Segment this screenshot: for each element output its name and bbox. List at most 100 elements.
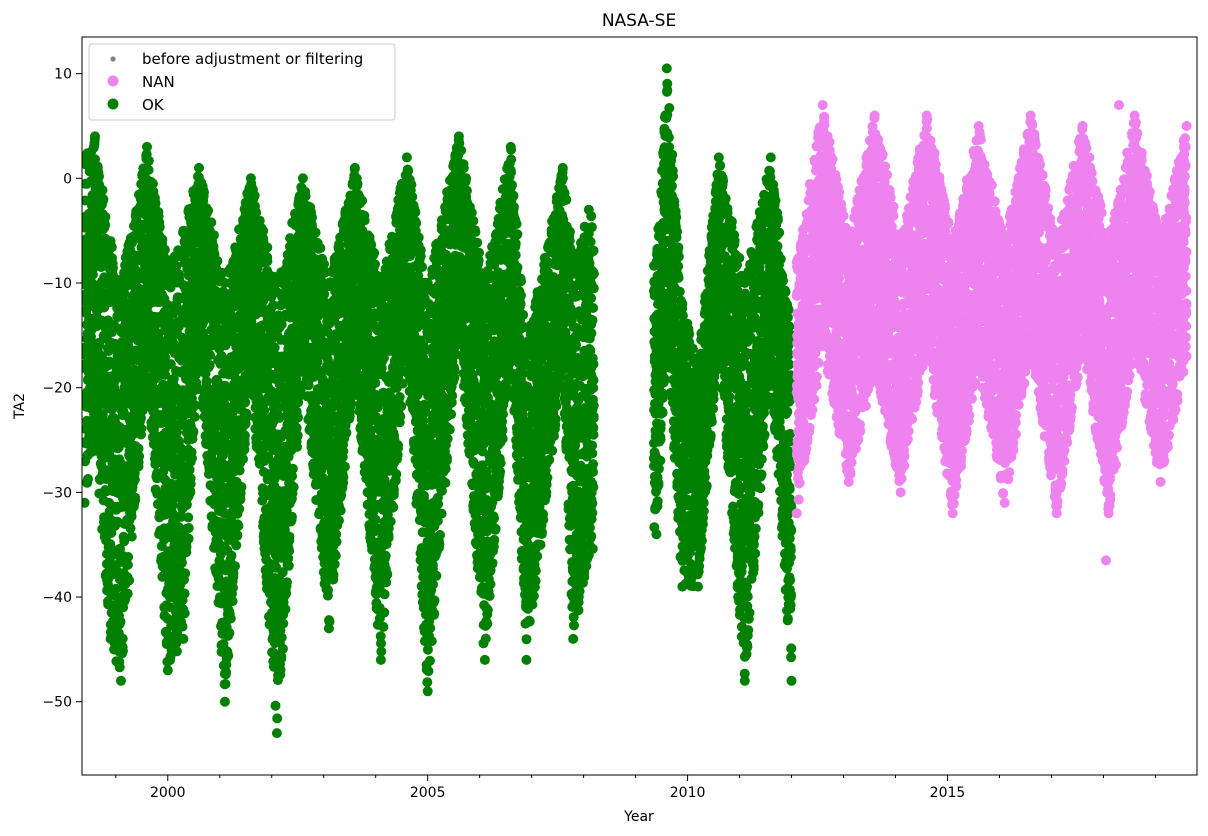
data-point bbox=[206, 217, 217, 228]
data-point bbox=[224, 628, 235, 638]
data-point bbox=[187, 453, 197, 464]
series-layer bbox=[82, 63, 1192, 739]
data-point bbox=[126, 531, 137, 542]
data-point bbox=[278, 618, 289, 629]
data-point bbox=[238, 454, 248, 464]
data-point bbox=[180, 568, 191, 579]
data-point bbox=[108, 262, 118, 273]
data-point bbox=[96, 262, 107, 272]
data-point bbox=[177, 557, 187, 568]
data-point bbox=[282, 577, 292, 588]
data-point bbox=[283, 560, 294, 571]
data-point bbox=[123, 552, 134, 562]
data-point bbox=[280, 604, 291, 615]
data-point bbox=[228, 582, 238, 593]
data-point bbox=[143, 155, 154, 166]
data-point bbox=[310, 227, 321, 238]
data-point bbox=[171, 646, 182, 657]
data-point bbox=[122, 588, 133, 599]
data-point bbox=[183, 512, 194, 523]
data-point bbox=[331, 536, 342, 547]
data-point bbox=[380, 550, 391, 561]
data-point bbox=[292, 430, 303, 441]
data-point bbox=[199, 187, 209, 198]
data-point bbox=[339, 461, 350, 472]
data-point bbox=[275, 664, 286, 675]
data-point bbox=[122, 559, 133, 570]
data-point bbox=[125, 523, 136, 534]
data-point bbox=[130, 495, 141, 506]
data-point bbox=[115, 616, 126, 627]
data-point bbox=[335, 505, 346, 516]
data-point bbox=[226, 550, 237, 561]
data-point bbox=[179, 608, 190, 619]
data-point bbox=[119, 536, 130, 547]
data-point bbox=[262, 242, 273, 253]
data-point bbox=[225, 613, 236, 624]
data-point bbox=[236, 482, 247, 492]
data-point bbox=[258, 225, 269, 236]
data-point bbox=[97, 185, 108, 196]
data-point bbox=[370, 514, 381, 525]
data-point bbox=[234, 503, 245, 514]
data-point bbox=[188, 427, 199, 437]
data-point bbox=[338, 472, 349, 483]
data-point bbox=[382, 569, 393, 580]
chart-title: NASA-SE bbox=[602, 11, 676, 31]
data-point bbox=[352, 178, 363, 189]
data-point bbox=[323, 585, 333, 596]
data-point bbox=[136, 423, 147, 434]
data-point bbox=[129, 474, 140, 485]
data-point bbox=[117, 633, 128, 644]
data-point bbox=[230, 561, 240, 572]
data-point bbox=[288, 482, 299, 493]
data-point bbox=[287, 463, 298, 474]
data-point bbox=[114, 662, 125, 673]
data-point bbox=[204, 360, 215, 370]
data-point bbox=[183, 523, 194, 533]
data-point bbox=[338, 446, 349, 457]
data-point bbox=[379, 607, 390, 618]
data-point bbox=[203, 205, 214, 216]
data-point bbox=[369, 247, 380, 258]
data-point bbox=[293, 412, 303, 423]
data-point bbox=[157, 234, 168, 245]
data-point bbox=[143, 165, 154, 175]
data-point bbox=[100, 220, 111, 230]
data-point bbox=[292, 441, 302, 452]
data-point bbox=[330, 550, 341, 561]
data-point bbox=[270, 700, 281, 711]
data-point bbox=[286, 511, 297, 522]
data-point bbox=[83, 474, 93, 484]
data-point bbox=[232, 530, 243, 541]
data-point bbox=[370, 259, 380, 270]
data-point bbox=[346, 398, 357, 409]
data-point bbox=[133, 443, 144, 454]
data-point bbox=[262, 256, 273, 267]
series-ok bbox=[82, 63, 797, 739]
data-point bbox=[233, 520, 244, 531]
data-point bbox=[136, 412, 146, 423]
data-point bbox=[300, 191, 311, 202]
data-point bbox=[241, 408, 252, 419]
data-point bbox=[379, 589, 390, 600]
data-point bbox=[328, 569, 339, 580]
data-point bbox=[220, 679, 231, 689]
data-point bbox=[98, 194, 109, 205]
data-point bbox=[277, 643, 288, 654]
data-point bbox=[154, 222, 165, 233]
data-point bbox=[189, 411, 200, 422]
data-point bbox=[100, 212, 111, 222]
data-point bbox=[179, 588, 190, 599]
data-point bbox=[231, 540, 242, 551]
data-point bbox=[190, 400, 201, 411]
data-point bbox=[134, 451, 145, 462]
data-point bbox=[94, 171, 104, 182]
data-point bbox=[185, 479, 196, 489]
data-point bbox=[126, 511, 137, 522]
data-point bbox=[357, 195, 368, 206]
data-point bbox=[159, 244, 170, 255]
data-point bbox=[307, 212, 317, 223]
data-point bbox=[209, 230, 219, 241]
